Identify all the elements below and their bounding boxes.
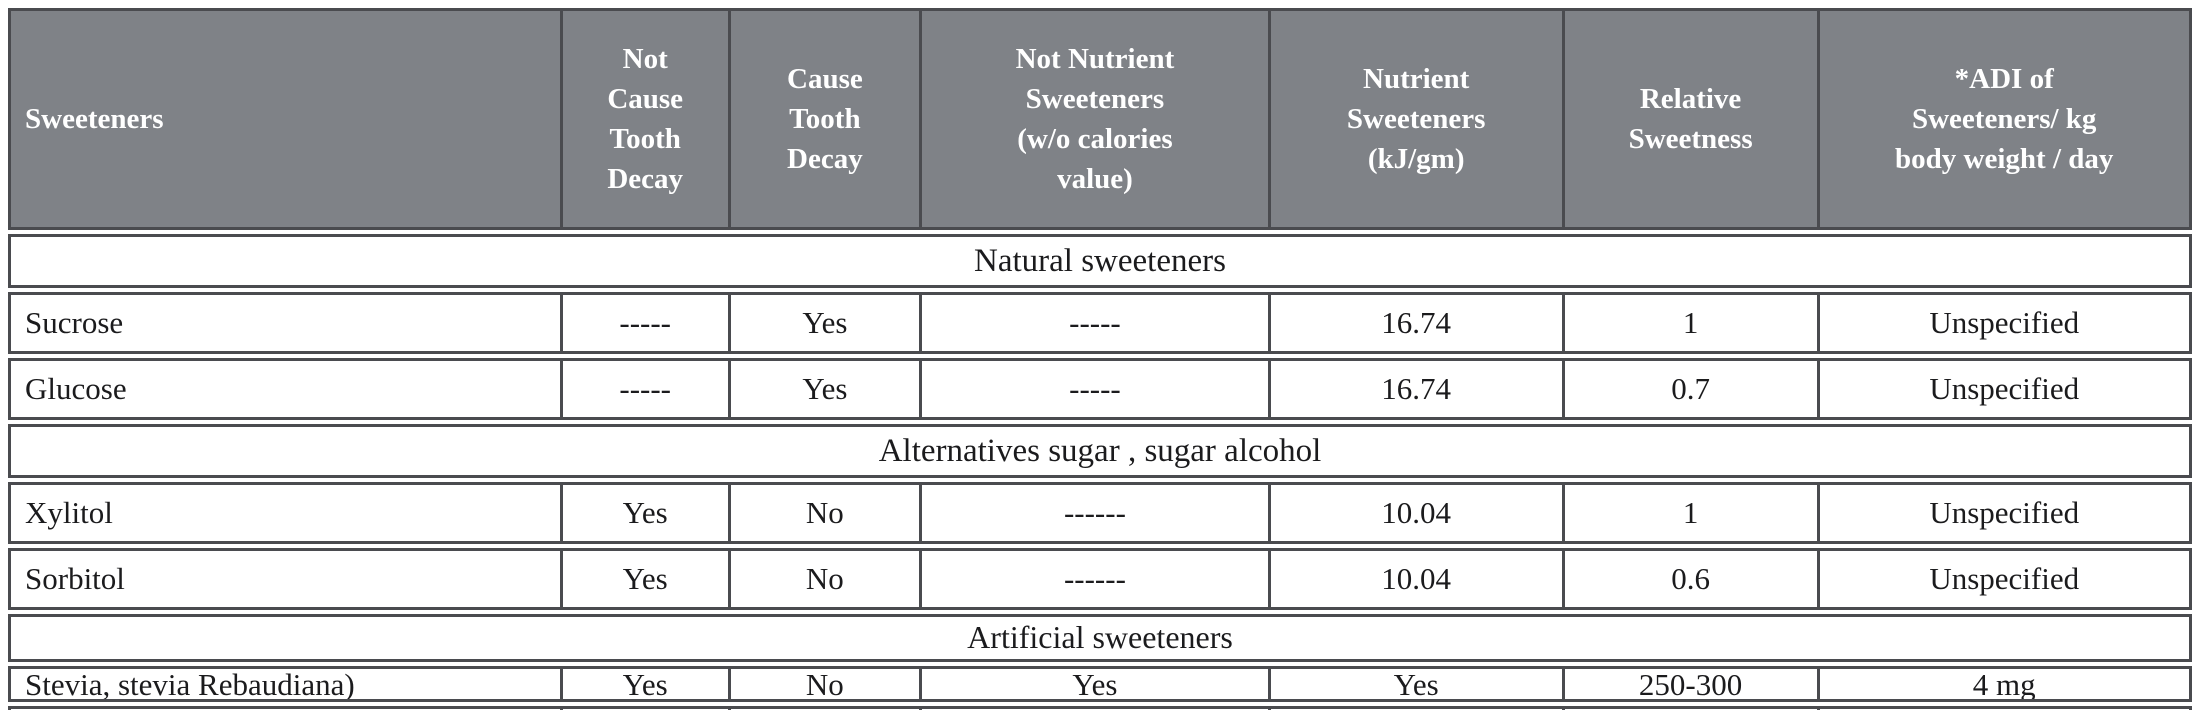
cell-sweetener-name: Xylitol xyxy=(25,494,113,530)
section-title: Natural sweeteners xyxy=(974,242,1226,279)
table-cell: No xyxy=(727,669,920,699)
table-cell: ----- xyxy=(919,361,1267,417)
table-cell: Unspecified xyxy=(1816,361,2189,417)
table-cell: 4 mg xyxy=(1816,669,2189,699)
table-cell: 0.7 xyxy=(1561,361,1817,417)
table-cell: Yes xyxy=(919,669,1267,699)
header-cell-adi-of-sweeteners-kg: *ADI of Sweeteners/ kg body weight / day xyxy=(1816,11,2189,227)
table-cell: ----- xyxy=(919,295,1267,351)
section-title: Artificial sweeteners xyxy=(967,619,1233,656)
table-cell: Unspecified xyxy=(1816,551,2189,607)
table-row-sucrose: Sucrose ----- Yes ----- 16.74 1 Unspecified xyxy=(8,292,2192,354)
table-cell: Yes xyxy=(727,295,920,351)
table-header-row: Sweeteners Not Cause Tooth Decay Cause Too… xyxy=(8,8,2192,230)
section-row-artificial-sweeteners: Artificial sweeteners xyxy=(8,614,2192,662)
header-cell-cause-tooth-decay: Cause Tooth Decay xyxy=(727,11,920,227)
section-title: Alternatives sugar , sugar alcohol xyxy=(878,432,1322,469)
table-cell: Yes xyxy=(1267,669,1562,699)
table-cell: ------ xyxy=(919,485,1267,541)
table-cell: 16.74 xyxy=(1267,295,1562,351)
table-row-glucose: Glucose ----- Yes ----- 16.74 0.7 Unspecified xyxy=(8,358,2192,420)
header-cell-nutrient-sweeteners-kj-gm: Nutrient Sweeteners (kJ/gm) xyxy=(1267,11,1562,227)
cell-sweetener-name: Sorbitol xyxy=(25,560,125,596)
table-cell: ----- xyxy=(559,295,728,351)
table-cell: Yes xyxy=(727,361,920,417)
table-cell: ------ xyxy=(919,551,1267,607)
table-cell: 1 xyxy=(1561,485,1817,541)
table-cell: 0.6 xyxy=(1561,551,1817,607)
table-row-partial xyxy=(8,706,2192,710)
table-cell: ----- xyxy=(559,361,728,417)
table-row-stevia-stevia-rebaudiana: Stevia, stevia Rebaudiana) Yes No Yes Yes 250… xyxy=(8,666,2192,702)
table-cell: 250-300 xyxy=(1561,669,1817,699)
section-row-alternatives-sugar-sugar-alcohol: Alternatives sugar , sugar alcohol xyxy=(8,424,2192,478)
header-cell-sweeteners: Sweeteners xyxy=(11,11,560,227)
table-cell: Yes xyxy=(559,669,728,699)
table-cell: No xyxy=(727,551,920,607)
table-cell: Unspecified xyxy=(1816,485,2189,541)
cell-sweetener-name: Stevia, stevia Rebaudiana) xyxy=(25,669,355,699)
header-cell-not-cause-tooth-decay: Not Cause Tooth Decay xyxy=(559,11,728,227)
table-cell: No xyxy=(727,485,920,541)
cell-sweetener-name: Sucrose xyxy=(25,304,124,340)
table-cell: Unspecified xyxy=(1816,295,2189,351)
table-cell: 1 xyxy=(1561,295,1817,351)
table-cell: 16.74 xyxy=(1267,361,1562,417)
table-cell: 10.04 xyxy=(1267,551,1562,607)
table-cell: Yes xyxy=(559,551,728,607)
table-cell: Yes xyxy=(559,485,728,541)
table-cell: 10.04 xyxy=(1267,485,1562,541)
header-cell-relative-sweetness: Relative Sweetness xyxy=(1561,11,1817,227)
table-row-xylitol: Xylitol Yes No ------ 10.04 1 Unspecified xyxy=(8,482,2192,544)
cell-sweetener-name: Glucose xyxy=(25,370,127,406)
table-row-sorbitol: Sorbitol Yes No ------ 10.04 0.6 Unspecified xyxy=(8,548,2192,610)
sweeteners-table: Sweeteners Not Cause Tooth Decay Cause Too… xyxy=(8,8,2192,710)
header-cell-not-nutrient-sweeteners-w: Not Nutrient Sweeteners (w/o calories va… xyxy=(919,11,1268,227)
section-row-natural-sweeteners: Natural sweeteners xyxy=(8,234,2192,288)
